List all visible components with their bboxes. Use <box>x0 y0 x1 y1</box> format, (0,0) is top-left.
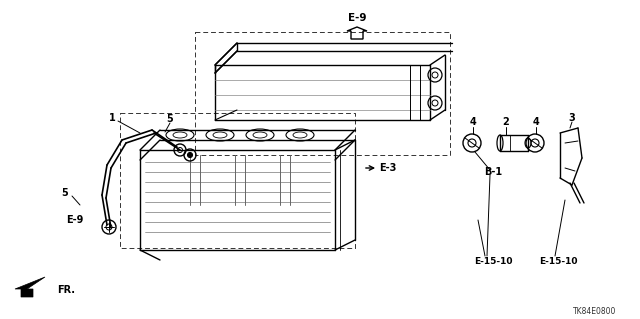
Text: E-3: E-3 <box>380 163 397 173</box>
Text: E-9: E-9 <box>67 215 84 225</box>
Text: 2: 2 <box>502 117 509 127</box>
Text: 3: 3 <box>568 113 575 123</box>
Circle shape <box>188 152 193 158</box>
Text: E-15-10: E-15-10 <box>474 257 512 266</box>
Text: 5: 5 <box>166 114 173 124</box>
Text: TK84E0800: TK84E0800 <box>573 307 617 315</box>
Text: 1: 1 <box>109 113 115 123</box>
Text: E-15-10: E-15-10 <box>539 257 577 266</box>
Text: B-1: B-1 <box>484 167 502 177</box>
Text: FR.: FR. <box>57 285 75 295</box>
Text: E-9: E-9 <box>348 13 366 23</box>
Text: 4: 4 <box>470 117 476 127</box>
Polygon shape <box>15 277 45 297</box>
Text: 5: 5 <box>61 188 68 198</box>
Text: 4: 4 <box>532 117 540 127</box>
